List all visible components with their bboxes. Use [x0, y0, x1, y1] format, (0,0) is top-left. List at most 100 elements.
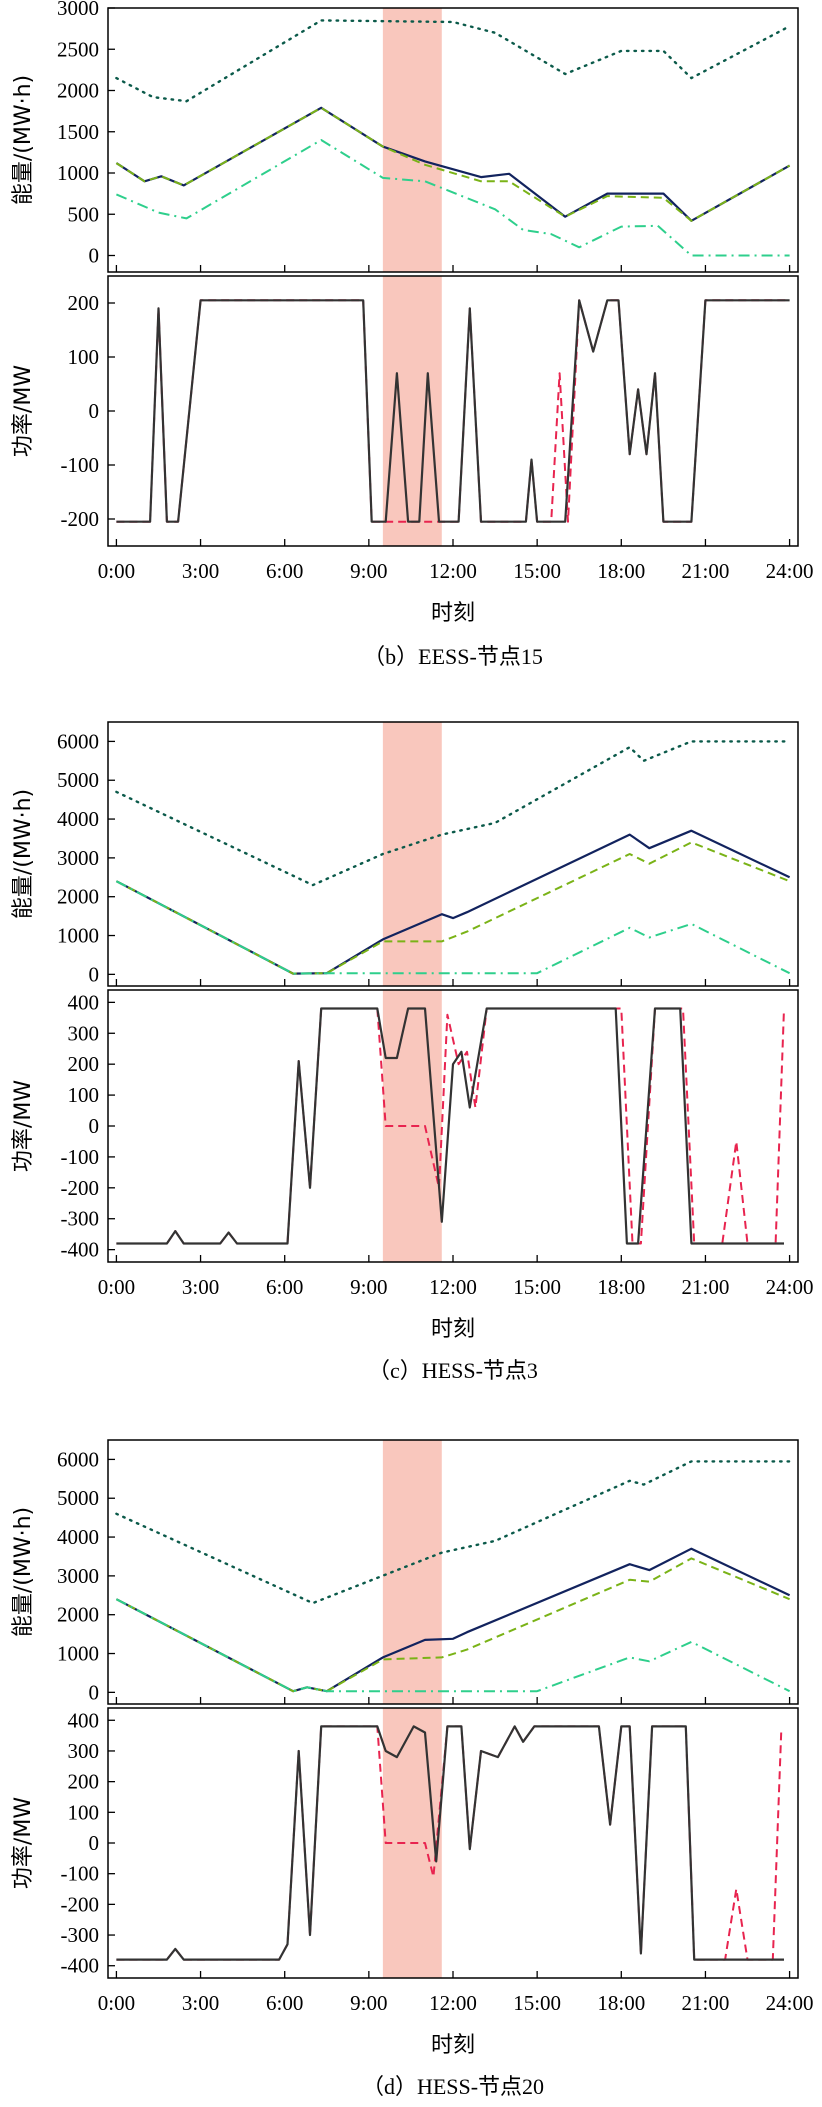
power-series-power_alt — [116, 299, 790, 523]
energy-subplot: 0 500 1000 1500 2000 2500 3000 能量/(MW·h) — [11, 0, 799, 273]
power-ytick-label: 0 — [89, 399, 100, 423]
energy-series-upper — [115, 19, 791, 103]
xtick-label: 15:00 — [513, 1991, 561, 2015]
energy-ylabel: 能量/(MW·h) — [11, 789, 36, 919]
power-ytick-label: -200 — [61, 1892, 100, 1916]
energy-ylabel: 能量/(MW·h) — [11, 1507, 36, 1637]
energy-frame — [107, 721, 799, 987]
power-ytick-label: -400 — [61, 1954, 100, 1978]
energy-ytick-label: 2000 — [57, 79, 99, 103]
energy-ytick-label: 0 — [89, 1680, 100, 1704]
energy-series-part1 — [115, 1557, 790, 1693]
power-ytick-label: -200 — [61, 507, 100, 531]
xtick-label: 6:00 — [266, 1275, 303, 1299]
power-series-power_alt — [116, 1007, 785, 1245]
energy-frame — [107, 7, 799, 273]
energy-series-part1 — [115, 106, 791, 222]
power-series-power_main — [116, 299, 790, 523]
xtick-label: 18:00 — [597, 1275, 645, 1299]
chart-panel-0: 050010001500200025003000能量/(MW·h)-200-10… — [11, 0, 814, 669]
energy-ytick-label: 1000 — [57, 1642, 99, 1666]
power-ytick-label: -100 — [61, 1862, 100, 1886]
panel-caption: （d）HESS-节点20 — [362, 2074, 544, 2099]
power-ytick-label: -200 — [61, 1176, 100, 1200]
xtick-label: 3:00 — [182, 1991, 219, 2015]
power-ylabel: 功率/MW — [11, 1080, 36, 1172]
xtick-label: 6:00 — [266, 1991, 303, 2015]
energy-ytick-label: 5000 — [57, 768, 99, 792]
power-ytick-label: 300 — [68, 1739, 100, 1763]
power-series-power_main — [116, 1725, 784, 1961]
energy-ytick-label: 0 — [89, 244, 100, 268]
power-ytick-label: 0 — [89, 1114, 100, 1138]
xtick-label: 0:00 — [98, 1991, 135, 2015]
power-frame — [107, 275, 799, 547]
panel-caption: （b）EESS-节点15 — [363, 644, 543, 669]
power-subplot: -400 -300 -200 -100 0 100 200 300 400 功率/MW — [11, 1707, 799, 1979]
energy-ytick-label: 3000 — [57, 0, 99, 20]
highlight-band — [382, 276, 442, 546]
xtick-label: 12:00 — [429, 1275, 477, 1299]
xtick-label: 15:00 — [513, 1275, 561, 1299]
x-axis-label: 时刻 — [431, 2033, 475, 2058]
xtick-label: 3:00 — [182, 559, 219, 583]
power-ylabel: 功率/MW — [11, 365, 36, 457]
energy-ytick-label: 2500 — [57, 37, 99, 61]
energy-series-total — [115, 829, 791, 975]
energy-ytick-label: 6000 — [57, 1447, 99, 1471]
xtick-label: 9:00 — [350, 1991, 387, 2015]
energy-ytick-label: 5000 — [57, 1486, 99, 1510]
xtick-label: 12:00 — [429, 1991, 477, 2015]
energy-frame — [107, 1439, 799, 1705]
power-ytick-label: 100 — [68, 345, 100, 369]
energy-series-total — [115, 1547, 791, 1693]
highlight-band — [382, 8, 442, 272]
energy-subplot: 0 1000 2000 3000 4000 5000 6000 能量/(MW·h) — [11, 721, 799, 987]
chart-panels: 050010001500200025003000能量/(MW·h)-200-10… — [11, 0, 814, 2099]
power-ytick-label: -300 — [61, 1207, 100, 1231]
energy-ytick-label: 4000 — [57, 807, 99, 831]
xtick-label: 0:00 — [98, 559, 135, 583]
chart-panel-1: 0100020003000400050006000能量/(MW·h)-400-3… — [11, 721, 814, 1383]
energy-ylabel: 能量/(MW·h) — [11, 75, 36, 205]
power-ytick-label: 400 — [68, 1708, 100, 1732]
power-ytick-label: -100 — [61, 1145, 100, 1169]
energy-ytick-label: 0 — [89, 962, 100, 986]
xtick-label: 24:00 — [766, 1991, 814, 2015]
xtick-label: 24:00 — [766, 559, 814, 583]
xtick-label: 0:00 — [98, 1275, 135, 1299]
energy-series-part2 — [115, 880, 791, 975]
chart-panel-2: 0100020003000400050006000能量/(MW·h)-400-3… — [11, 1439, 814, 2099]
xtick-label: 15:00 — [513, 559, 561, 583]
energy-ytick-label: 3000 — [57, 1564, 99, 1588]
power-subplot: -400 -300 -200 -100 0 100 200 300 400 功率/MW — [11, 989, 799, 1263]
power-ytick-label: 300 — [68, 1021, 100, 1045]
energy-ytick-label: 1000 — [57, 161, 99, 185]
xtick-label: 21:00 — [682, 559, 730, 583]
power-ytick-label: -100 — [61, 453, 100, 477]
power-ytick-label: -300 — [61, 1923, 100, 1947]
xtick-label: 9:00 — [350, 559, 387, 583]
x-axis-label: 时刻 — [431, 1317, 475, 1342]
xtick-label: 12:00 — [429, 559, 477, 583]
power-ytick-label: 200 — [68, 291, 100, 315]
power-ylabel: 功率/MW — [11, 1797, 36, 1889]
xtick-label: 3:00 — [182, 1275, 219, 1299]
energy-ytick-label: 2000 — [57, 885, 99, 909]
energy-series-upper — [115, 740, 791, 887]
highlight-band — [382, 722, 442, 986]
power-ytick-label: 100 — [68, 1083, 100, 1107]
x-axis-label: 时刻 — [431, 601, 475, 626]
power-ytick-label: 200 — [68, 1770, 100, 1794]
power-ytick-label: 200 — [68, 1052, 100, 1076]
energy-series-upper — [115, 1460, 791, 1605]
xtick-label: 18:00 — [597, 1991, 645, 2015]
power-ytick-label: -400 — [61, 1238, 100, 1262]
energy-ytick-label: 500 — [68, 202, 100, 226]
power-series-power_main — [116, 1007, 784, 1245]
power-frame — [107, 989, 799, 1263]
xtick-label: 21:00 — [682, 1275, 730, 1299]
energy-ytick-label: 6000 — [57, 729, 99, 753]
power-subplot: -200 -100 0 100 200 功率/MW — [11, 275, 799, 547]
